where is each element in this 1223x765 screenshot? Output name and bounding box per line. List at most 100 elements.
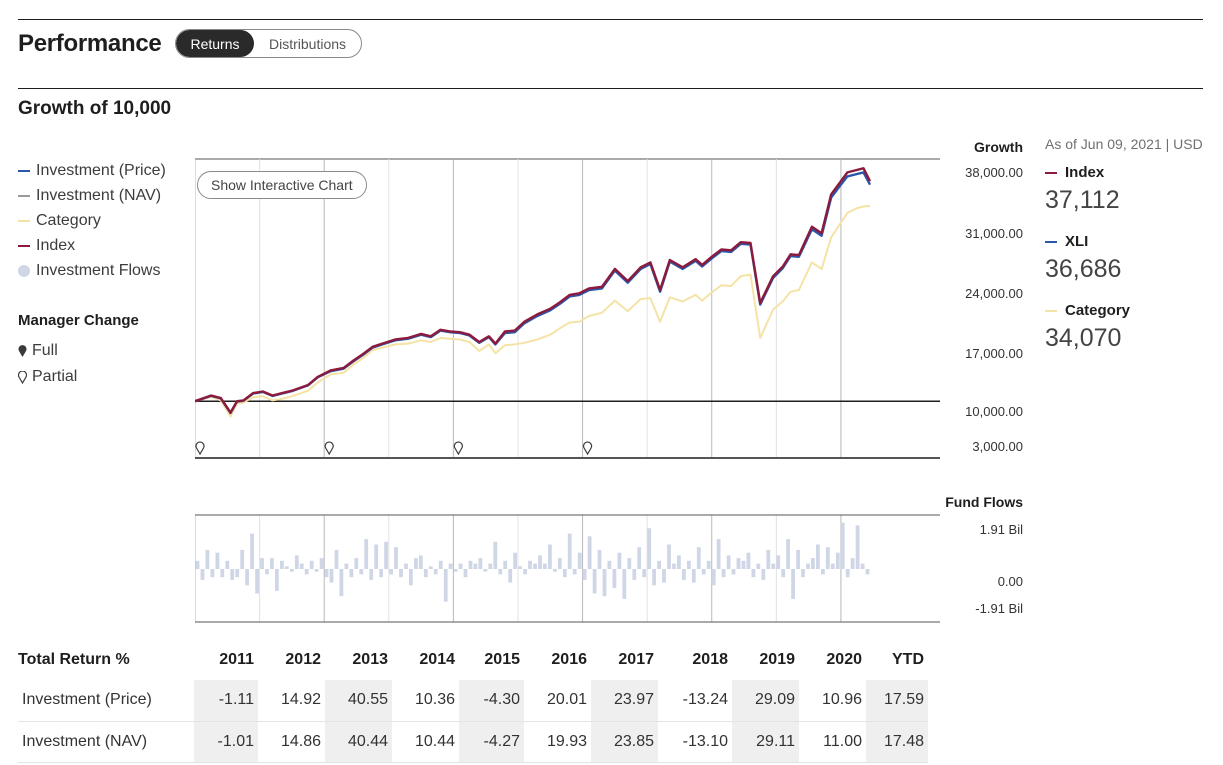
- table-column-header: 2012: [285, 650, 321, 668]
- flow-bar: [806, 563, 810, 569]
- legend-item-investment-flows[interactable]: Investment Flows: [18, 258, 166, 283]
- flow-bar: [493, 541, 498, 569]
- flow-bar: [215, 552, 220, 569]
- flow-bar: [428, 566, 433, 569]
- side-name-category: Category: [1045, 302, 1130, 319]
- legend-swatch: [18, 264, 30, 277]
- flow-bar: [418, 555, 423, 569]
- flow-bar: [344, 563, 349, 569]
- flow-bar: [294, 555, 299, 569]
- side-value-xli: 36,686: [1045, 255, 1122, 283]
- return-cell: 19.93: [524, 721, 591, 763]
- return-cell: -4.30: [459, 680, 524, 722]
- return-cell: 29.11: [732, 721, 799, 763]
- flow-bar: [528, 560, 532, 569]
- legend-item-index[interactable]: Index: [18, 233, 166, 258]
- flow-bar: [438, 560, 443, 569]
- flow-bar: [607, 560, 612, 569]
- growth-tick-label: 17,000.00: [965, 346, 1023, 361]
- manager-change-partial: Partial: [18, 364, 77, 390]
- return-cell: 17.48: [866, 721, 928, 763]
- flow-bar: [409, 569, 413, 586]
- flow-bar: [250, 533, 254, 569]
- series-line-xli: [195, 171, 872, 415]
- flow-bar: [865, 569, 870, 575]
- flow-bar: [577, 552, 582, 569]
- manager-change-partial-marker[interactable]: [324, 441, 334, 456]
- table-row: Investment (Price) -1.11 14.92 40.55 10.36 -4…: [18, 680, 928, 722]
- page-title: Performance: [18, 30, 162, 57]
- series-line-index: [195, 167, 872, 414]
- flow-bar: [816, 544, 820, 569]
- legend-swatch: [18, 219, 30, 222]
- flow-bar: [771, 563, 776, 569]
- flow-bar: [612, 569, 617, 589]
- flow-bar: [751, 569, 756, 578]
- legend-item-investment-nav[interactable]: Investment (NAV): [18, 183, 166, 208]
- flow-bar: [746, 552, 751, 569]
- flow-tick-label: 0.00: [997, 574, 1023, 589]
- flow-bar: [255, 569, 259, 594]
- flow-bar: [845, 569, 850, 578]
- side-value-category: 34,070: [1045, 324, 1122, 352]
- tab-returns[interactable]: Returns: [176, 30, 254, 57]
- return-cell: -1.11: [194, 680, 258, 722]
- flow-bar: [756, 563, 761, 569]
- manager-change-partial-marker[interactable]: [582, 441, 593, 456]
- growth-axis-title: Growth: [974, 139, 1023, 155]
- table-column-header: 2017: [618, 650, 654, 668]
- flow-bar: [821, 569, 825, 575]
- return-cell: 14.86: [258, 721, 325, 763]
- manager-change-partial-marker[interactable]: [195, 441, 205, 456]
- flow-bar: [850, 558, 855, 569]
- fund-flows-axis-title: Fund Flows: [945, 494, 1023, 510]
- flow-bar: [225, 560, 230, 569]
- flow-bar: [473, 563, 478, 569]
- flow-bar: [458, 563, 463, 569]
- flow-bar: [741, 560, 746, 569]
- return-cell: 29.09: [732, 680, 799, 722]
- manager-change-title: Manager Change: [18, 312, 139, 329]
- side-summary: Index 37,112 XLI 36,686 Category 34,070: [1045, 164, 1130, 353]
- tab-distributions[interactable]: Distributions: [268, 35, 347, 52]
- flow-bar: [726, 555, 731, 569]
- flow-bar: [672, 563, 676, 569]
- show-interactive-chart-button[interactable]: Show Interactive Chart: [197, 171, 367, 199]
- flow-bar: [280, 560, 284, 569]
- flow-bar: [289, 569, 294, 572]
- flow-bar: [602, 569, 607, 597]
- flow-bar: [334, 549, 339, 569]
- table-column-header: 2013: [352, 650, 388, 668]
- flow-bar: [389, 569, 393, 575]
- flow-bar: [394, 547, 398, 569]
- flow-bar: [453, 569, 458, 572]
- section-rule: [18, 88, 1203, 89]
- flow-bar: [245, 569, 249, 586]
- legend-item-investment-price[interactable]: Investment (Price): [18, 158, 166, 183]
- side-value-index: 37,112: [1045, 186, 1120, 214]
- fund-flows-chart: [195, 514, 940, 623]
- table-column-header: 2020: [826, 650, 862, 668]
- flow-bar: [538, 555, 542, 569]
- flow-bar: [781, 569, 786, 578]
- flow-bar: [811, 558, 815, 569]
- flow-bar: [716, 539, 721, 569]
- manager-change-partial-marker[interactable]: [453, 441, 463, 456]
- flow-bar: [622, 569, 627, 599]
- flow-tick-label: -1.91 Bil: [975, 601, 1023, 616]
- flow-bar: [503, 560, 508, 569]
- outline-pin-icon: [18, 370, 27, 384]
- flow-bar: [786, 539, 790, 569]
- flow-bar: [205, 549, 210, 569]
- flow-bar: [448, 563, 453, 569]
- flow-bar: [319, 558, 324, 569]
- legend-item-category[interactable]: Category: [18, 208, 166, 233]
- flow-bar: [721, 569, 726, 578]
- table-column-header: 2011: [219, 650, 254, 668]
- flow-bar: [691, 569, 696, 583]
- section-title: Growth of 10,000: [18, 98, 172, 119]
- table-column-header: YTD: [892, 650, 924, 668]
- flow-bar: [324, 569, 329, 578]
- flow-bar: [374, 544, 379, 569]
- flow-bar: [270, 558, 274, 569]
